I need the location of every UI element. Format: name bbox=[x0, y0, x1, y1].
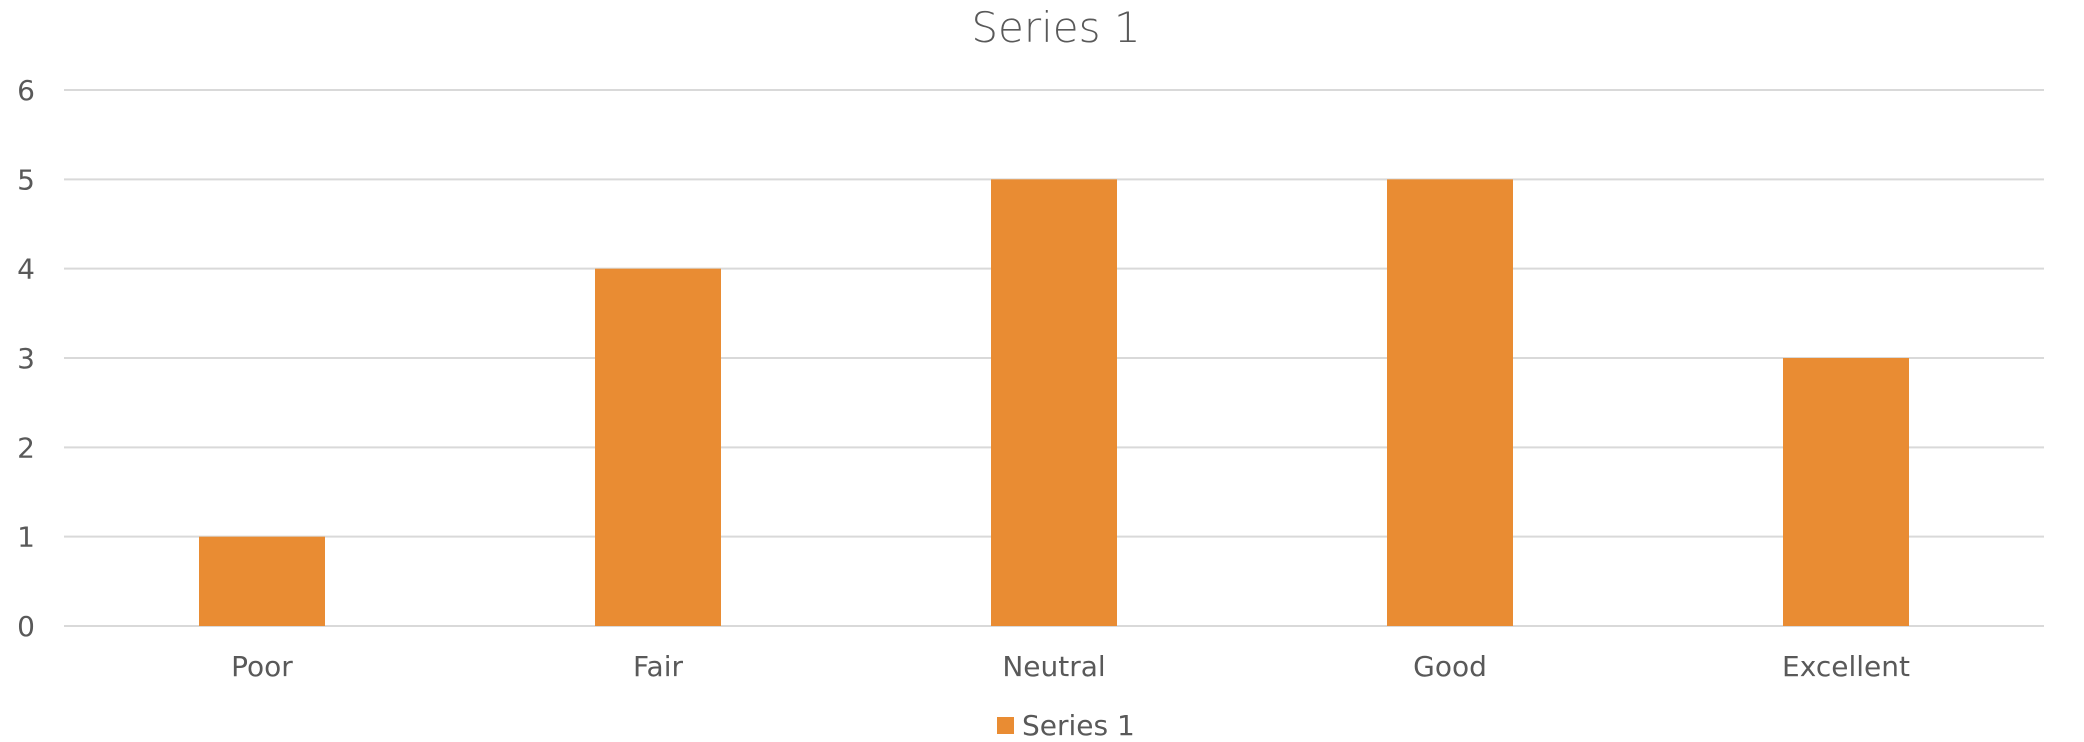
bar-fair bbox=[595, 268, 721, 626]
bar-neutral bbox=[991, 179, 1117, 627]
y-tick-label: 2 bbox=[17, 431, 35, 464]
x-category-label: Neutral bbox=[1002, 650, 1105, 683]
x-category-label: Fair bbox=[633, 650, 683, 683]
y-tick-label: 1 bbox=[17, 521, 35, 554]
bars bbox=[199, 179, 1909, 627]
x-category-label: Poor bbox=[231, 650, 293, 683]
y-tick-label: 0 bbox=[17, 610, 35, 643]
x-axis-categories: Poor Fair Neutral Good Excellent bbox=[231, 650, 1910, 683]
y-axis-ticks: 0 1 2 3 4 5 6 bbox=[17, 74, 35, 643]
chart-title: Series 1 bbox=[971, 3, 1140, 52]
bar-poor bbox=[199, 536, 325, 626]
legend-label: Series 1 bbox=[1022, 709, 1135, 742]
bar-good bbox=[1387, 179, 1513, 627]
y-tick-label: 5 bbox=[17, 163, 35, 196]
legend: Series 1 bbox=[997, 709, 1135, 742]
x-category-label: Good bbox=[1413, 650, 1487, 683]
y-tick-label: 6 bbox=[17, 74, 35, 107]
legend-swatch bbox=[997, 717, 1014, 734]
y-tick-label: 3 bbox=[17, 342, 35, 375]
y-tick-label: 4 bbox=[17, 253, 35, 286]
bar-excellent bbox=[1783, 358, 1909, 626]
x-category-label: Excellent bbox=[1782, 650, 1910, 683]
